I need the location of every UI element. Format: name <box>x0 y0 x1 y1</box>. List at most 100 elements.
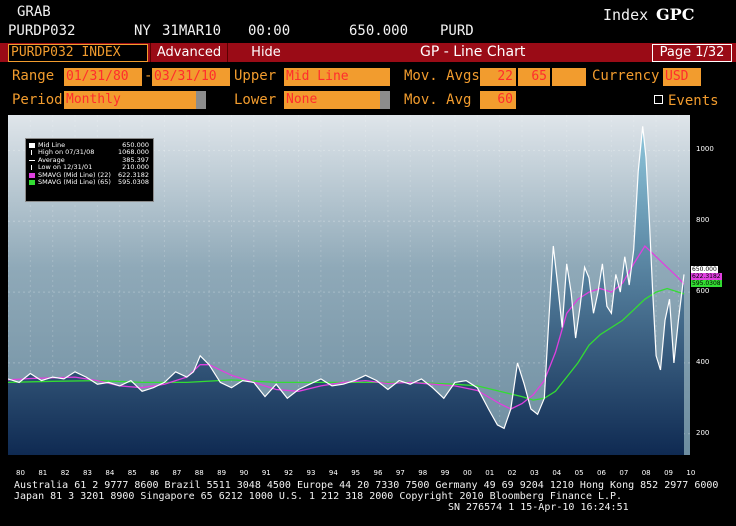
x-tick-label: 87 <box>172 469 182 477</box>
x-tick-label: 96 <box>373 469 383 477</box>
legend-row: Low on 12/31/01 210.000 <box>26 163 153 172</box>
ticker: PURDP032 <box>8 23 76 39</box>
legend-row: Mid Line 650.000 <box>26 141 153 149</box>
x-tick-label: 99 <box>440 469 450 477</box>
legend-swatch-icon <box>29 159 35 161</box>
quote-date: 31MAR10 <box>162 23 222 39</box>
lower-value: None <box>286 92 318 107</box>
legend-row: SMAVG (Mid Line) (65) 595.0308 <box>26 177 153 186</box>
period-field[interactable]: Monthly <box>64 91 206 109</box>
mov-avg-2-field[interactable]: 65 <box>518 68 550 86</box>
x-tick-label: 81 <box>38 469 48 477</box>
mov-avgs-label: Mov. Avgs <box>404 68 480 84</box>
mov-avg-1-field[interactable]: 22 <box>480 68 516 86</box>
upper-field[interactable]: Mid Line <box>284 68 390 86</box>
index-label: Index <box>603 6 649 24</box>
y-tick-label: 600 <box>696 287 710 296</box>
mov-avg-lower-field[interactable]: 60 <box>480 91 516 109</box>
legend-name: Low on 12/31/01 <box>38 163 93 172</box>
range-separator: - <box>144 68 153 84</box>
events-checkbox[interactable] <box>654 95 663 104</box>
period-value: Monthly <box>66 92 121 107</box>
footer-line-1: Australia 61 2 9777 8600 Brazil 5511 304… <box>14 480 719 491</box>
last-value-tag: 650.000 <box>691 266 718 274</box>
x-tick-label: 95 <box>351 469 361 477</box>
legend-swatch-icon <box>29 143 35 148</box>
mov-avg-3-field[interactable] <box>552 68 586 86</box>
x-tick-label: 82 <box>60 469 70 477</box>
x-tick-label: 08 <box>641 469 651 477</box>
legend-value: 650.000 <box>122 141 149 149</box>
x-tick-label: 09 <box>664 469 673 477</box>
advanced-button[interactable]: Advanced <box>150 43 227 62</box>
legend-swatch-icon <box>29 179 35 185</box>
legend-swatch-icon <box>29 172 35 178</box>
quote-price: 650.000 <box>349 23 409 39</box>
events-label: Events <box>668 93 719 109</box>
series-line-ma65 <box>8 287 685 401</box>
index-code: GPC <box>656 5 695 24</box>
x-tick-label: 91 <box>261 469 271 477</box>
legend-name: Average <box>38 155 65 164</box>
x-tick-label: 97 <box>395 469 405 477</box>
y-tick-label: 800 <box>696 216 710 225</box>
upper-value: Mid Line <box>286 69 349 84</box>
x-tick-label: 05 <box>574 469 584 477</box>
y-tick-label: 400 <box>696 357 710 366</box>
legend-value: 622.3182 <box>117 170 149 179</box>
legend-row: SMAVG (Mid Line) (22) 622.3182 <box>26 170 153 179</box>
range-label: Range <box>12 68 55 84</box>
lower-field[interactable]: None <box>284 91 390 109</box>
chart-legend[interactable]: Mid Line 650.000 High on 07/31/08 1068.000 A… <box>25 138 154 202</box>
range-from-field[interactable]: 01/31/80 <box>64 68 142 86</box>
x-tick-label: 92 <box>284 469 294 477</box>
last-value-tag: 595.0308 <box>691 280 722 288</box>
page-indicator[interactable]: Page 1/32 <box>652 44 732 62</box>
footer-line-2: Japan 81 3 3201 8900 Singapore 65 6212 1… <box>14 491 623 502</box>
x-tick-label: 89 <box>217 469 227 477</box>
lower-label: Lower <box>234 92 277 108</box>
legend-value: 385.397 <box>122 155 149 164</box>
function-name: GRAB <box>17 4 51 20</box>
legend-value: 210.000 <box>122 163 149 172</box>
x-tick-label: 98 <box>418 469 428 477</box>
legend-value: 1068.000 <box>117 148 149 157</box>
x-tick-label: 93 <box>306 469 316 477</box>
x-tick-label: 07 <box>619 469 629 477</box>
series-line-mid <box>8 126 685 430</box>
legend-row: Average 385.397 <box>26 155 153 164</box>
x-tick-label: 83 <box>83 469 92 477</box>
mov-avg-label: Mov. Avg <box>404 92 472 108</box>
legend-name: Mid Line <box>38 141 66 149</box>
x-tick-label: 01 <box>485 469 495 477</box>
lower-dropdown-icon <box>380 91 390 109</box>
last-value-tag: 622.3182 <box>691 273 722 281</box>
chart-title: GP - Line Chart <box>420 44 526 60</box>
x-tick-label: 00 <box>462 469 472 477</box>
legend-name: SMAVG (Mid Line) (22) <box>38 170 111 179</box>
legend-swatch-icon <box>31 150 32 156</box>
x-tick-label: 03 <box>529 469 539 477</box>
period-dropdown-icon <box>196 91 206 109</box>
x-tick-label: 80 <box>16 469 25 477</box>
footer-line-3: SN 276574 1 15-Apr-10 16:24:51 <box>448 502 629 513</box>
x-tick-label: 90 <box>239 469 249 477</box>
x-tick-label: 04 <box>552 469 562 477</box>
legend-swatch-icon <box>31 165 32 171</box>
hide-button[interactable]: Hide <box>227 43 304 62</box>
range-to-field[interactable]: 03/31/10 <box>152 68 230 86</box>
legend-name: High on 07/31/08 <box>38 148 95 157</box>
x-tick-label: 88 <box>194 469 204 477</box>
x-tick-label: 85 <box>127 469 137 477</box>
security-field[interactable]: PURDP032 INDEX <box>8 44 148 62</box>
legend-value: 595.0308 <box>117 177 149 186</box>
x-tick-label: 86 <box>150 469 159 477</box>
currency-field[interactable]: USD <box>663 68 701 86</box>
legend-row: High on 07/31/08 1068.000 <box>26 148 153 157</box>
x-tick-label: 06 <box>597 469 606 477</box>
currency-label: Currency <box>592 68 660 84</box>
x-tick-label: 02 <box>507 469 517 477</box>
upper-label: Upper <box>234 68 277 84</box>
x-tick-label: 94 <box>328 469 338 477</box>
x-tick-label: 10 <box>686 469 696 477</box>
